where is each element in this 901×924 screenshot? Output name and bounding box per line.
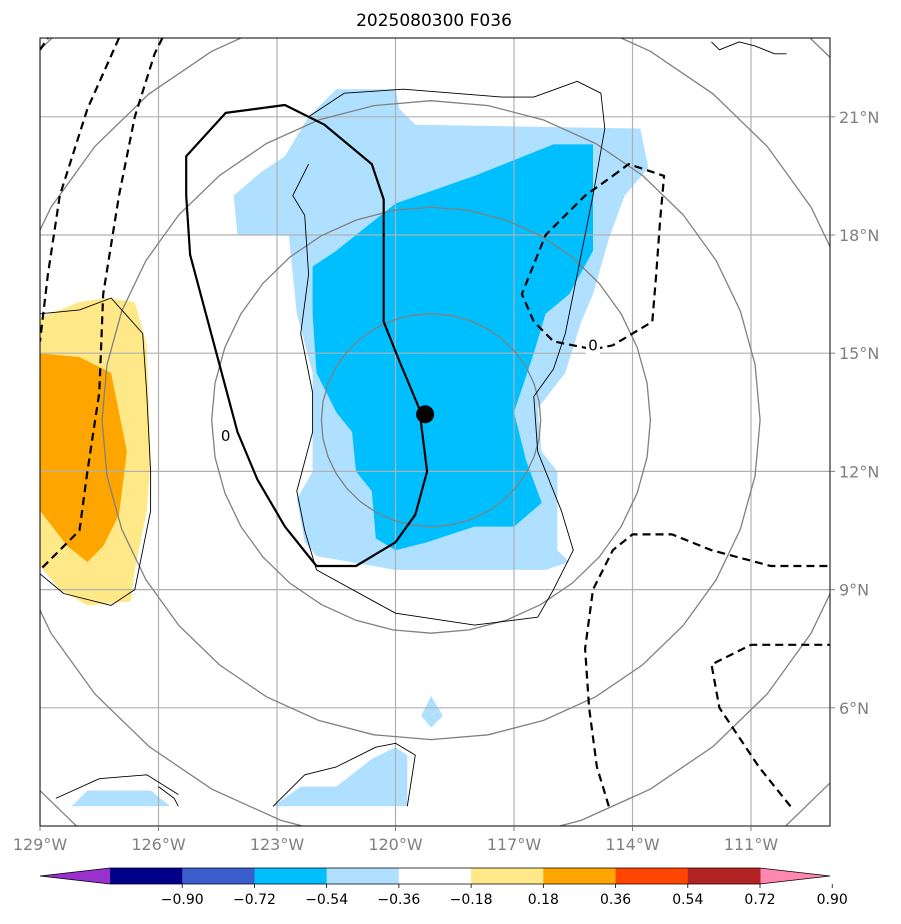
colorbar-swatch: [687, 868, 761, 884]
solid-contour-1: [185, 103, 429, 568]
colorbar-swatch: [471, 868, 544, 884]
filled-region-7: [40, 353, 127, 562]
range-ring-1: [320, 313, 542, 528]
thin-line-3: [55, 774, 179, 799]
range-ring-2: [211, 206, 652, 634]
map-frame: [39, 37, 831, 827]
x-tick-label: 111°W: [724, 835, 779, 854]
contour-label-1: 0: [221, 427, 231, 445]
colorbar-tick-label: −0.54: [305, 892, 348, 908]
x-axis-ticks: 129°W 126°W 123°W 120°W 117°W 114°W 111°W: [13, 826, 779, 854]
range-ring-3: [101, 100, 761, 741]
colorbar-tick-label: 0.72: [744, 892, 775, 908]
y-tick-label: 12°N: [839, 462, 879, 481]
filled-region-5: [71, 790, 171, 807]
thin-line-2: [40, 297, 152, 606]
thin-line-6: [711, 41, 787, 55]
contour-label-bg: [218, 426, 233, 445]
dashed-contour-2: [40, 38, 121, 342]
colorbar-tick-label: −0.36: [377, 892, 420, 908]
colorbar-tick-label: 0.36: [600, 892, 631, 908]
x-tick-label: 129°W: [13, 835, 68, 854]
dashed-contour-4: [520, 163, 666, 351]
filled-region-3: [421, 696, 443, 728]
dashed-contour-3: [40, 38, 164, 571]
thin-line-5: [272, 742, 416, 807]
colorbar-tick-label: −0.90: [161, 892, 204, 908]
y-tick-label: 6°N: [839, 699, 869, 718]
thin-line-4: [158, 786, 179, 807]
dashed-contour-5: [583, 533, 830, 807]
y-axis-ticks: 6°N 9°N 12°N 15°N 18°N 21°N: [830, 108, 879, 718]
colorbar-extend-low: [40, 868, 110, 884]
colorbar: −0.90 −0.72 −0.54 −0.36 −0.18 0.18 0.36 0.54 0.7…: [39, 867, 848, 908]
colorbar-swatch: [398, 868, 472, 884]
x-tick-label: 120°W: [368, 835, 423, 854]
colorbar-tick-label: −0.72: [233, 892, 276, 908]
dashed-contour-6: [710, 643, 830, 807]
range-ring-4: [40, 38, 830, 826]
colorbar-swatch: [110, 868, 183, 884]
x-tick-label: 123°W: [250, 835, 305, 854]
contour-label-2: 0: [588, 336, 598, 354]
filled-region-4: [273, 747, 408, 807]
colorbar-extend-high: [760, 868, 830, 884]
colorbar-tick-label: 0.18: [528, 892, 559, 908]
dashed-contour-1: [40, 38, 49, 51]
y-tick-label: 18°N: [839, 226, 879, 245]
colorbar-swatch: [615, 868, 689, 884]
colorbar-swatch: [254, 868, 328, 884]
colorbar-tick-label: 0.90: [817, 892, 848, 908]
colorbar-swatch: [543, 868, 617, 884]
x-tick-label: 114°W: [605, 835, 660, 854]
x-tick-label: 126°W: [131, 835, 186, 854]
colorbar-swatch: [182, 868, 255, 884]
x-tick-label: 117°W: [487, 835, 542, 854]
colorbar-outline: [39, 867, 831, 885]
thin-line-1: [292, 80, 606, 626]
chart-title: 2025080300 F036: [356, 11, 512, 31]
storm-center-marker: [416, 405, 435, 424]
colorbar-tick-label: 0.54: [672, 892, 703, 908]
y-tick-label: 9°N: [839, 581, 869, 600]
contour-label-bg: [586, 336, 600, 355]
colorbar-swatch: [326, 868, 400, 884]
y-tick-label: 15°N: [839, 344, 879, 363]
colorbar-tick-label: −0.18: [450, 892, 493, 908]
y-tick-label: 21°N: [839, 108, 879, 127]
